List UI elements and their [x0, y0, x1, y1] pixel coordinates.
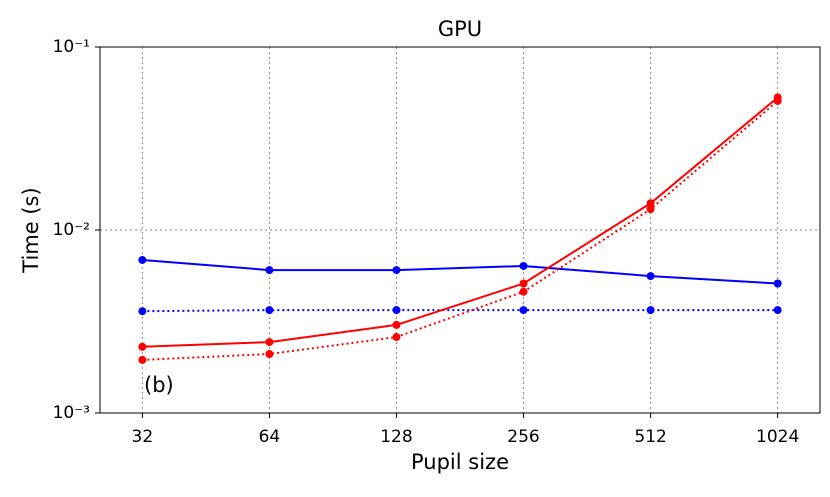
- data-point: [773, 96, 782, 105]
- data-point: [265, 306, 274, 315]
- data-point: [519, 279, 528, 288]
- chart-title: GPU: [438, 17, 482, 41]
- series-line: [142, 309, 778, 313]
- data-point: [138, 307, 147, 316]
- data-point: [773, 306, 782, 315]
- data-point: [773, 279, 782, 288]
- y-tick-label: 10⁻²: [53, 220, 90, 240]
- data-point: [138, 255, 147, 264]
- x-axis-label: Pupil size: [411, 450, 509, 474]
- data-point: [265, 338, 274, 347]
- data-point: [392, 266, 401, 275]
- series-line: [142, 258, 778, 285]
- data-point: [646, 306, 655, 315]
- data-point: [646, 205, 655, 214]
- y-axis-label: Time (s): [19, 187, 43, 273]
- data-point: [646, 272, 655, 281]
- plot-frame: [99, 46, 821, 414]
- data-point: [265, 350, 274, 359]
- x-tick-label: 64: [259, 427, 281, 447]
- y-tick-label: 10⁻³: [53, 403, 90, 423]
- data-point: [519, 287, 528, 296]
- data-point: [519, 306, 528, 315]
- series-line: [142, 100, 779, 361]
- data-point: [138, 355, 147, 364]
- x-tick-label: 512: [634, 427, 666, 447]
- data-point: [265, 266, 274, 275]
- data-point: [392, 306, 401, 315]
- data-point: [519, 261, 528, 270]
- data-point: [392, 333, 401, 342]
- annotation: (b): [144, 373, 174, 397]
- x-tick-label: 32: [132, 427, 154, 447]
- data-point: [646, 199, 655, 208]
- series-line: [142, 96, 779, 348]
- y-tick-label: 10⁻¹: [53, 37, 90, 57]
- x-tick-label: 1024: [756, 427, 799, 447]
- x-tick-label: 256: [507, 427, 539, 447]
- data-point: [138, 342, 147, 351]
- data-point: [392, 320, 401, 329]
- x-tick-label: 128: [380, 427, 412, 447]
